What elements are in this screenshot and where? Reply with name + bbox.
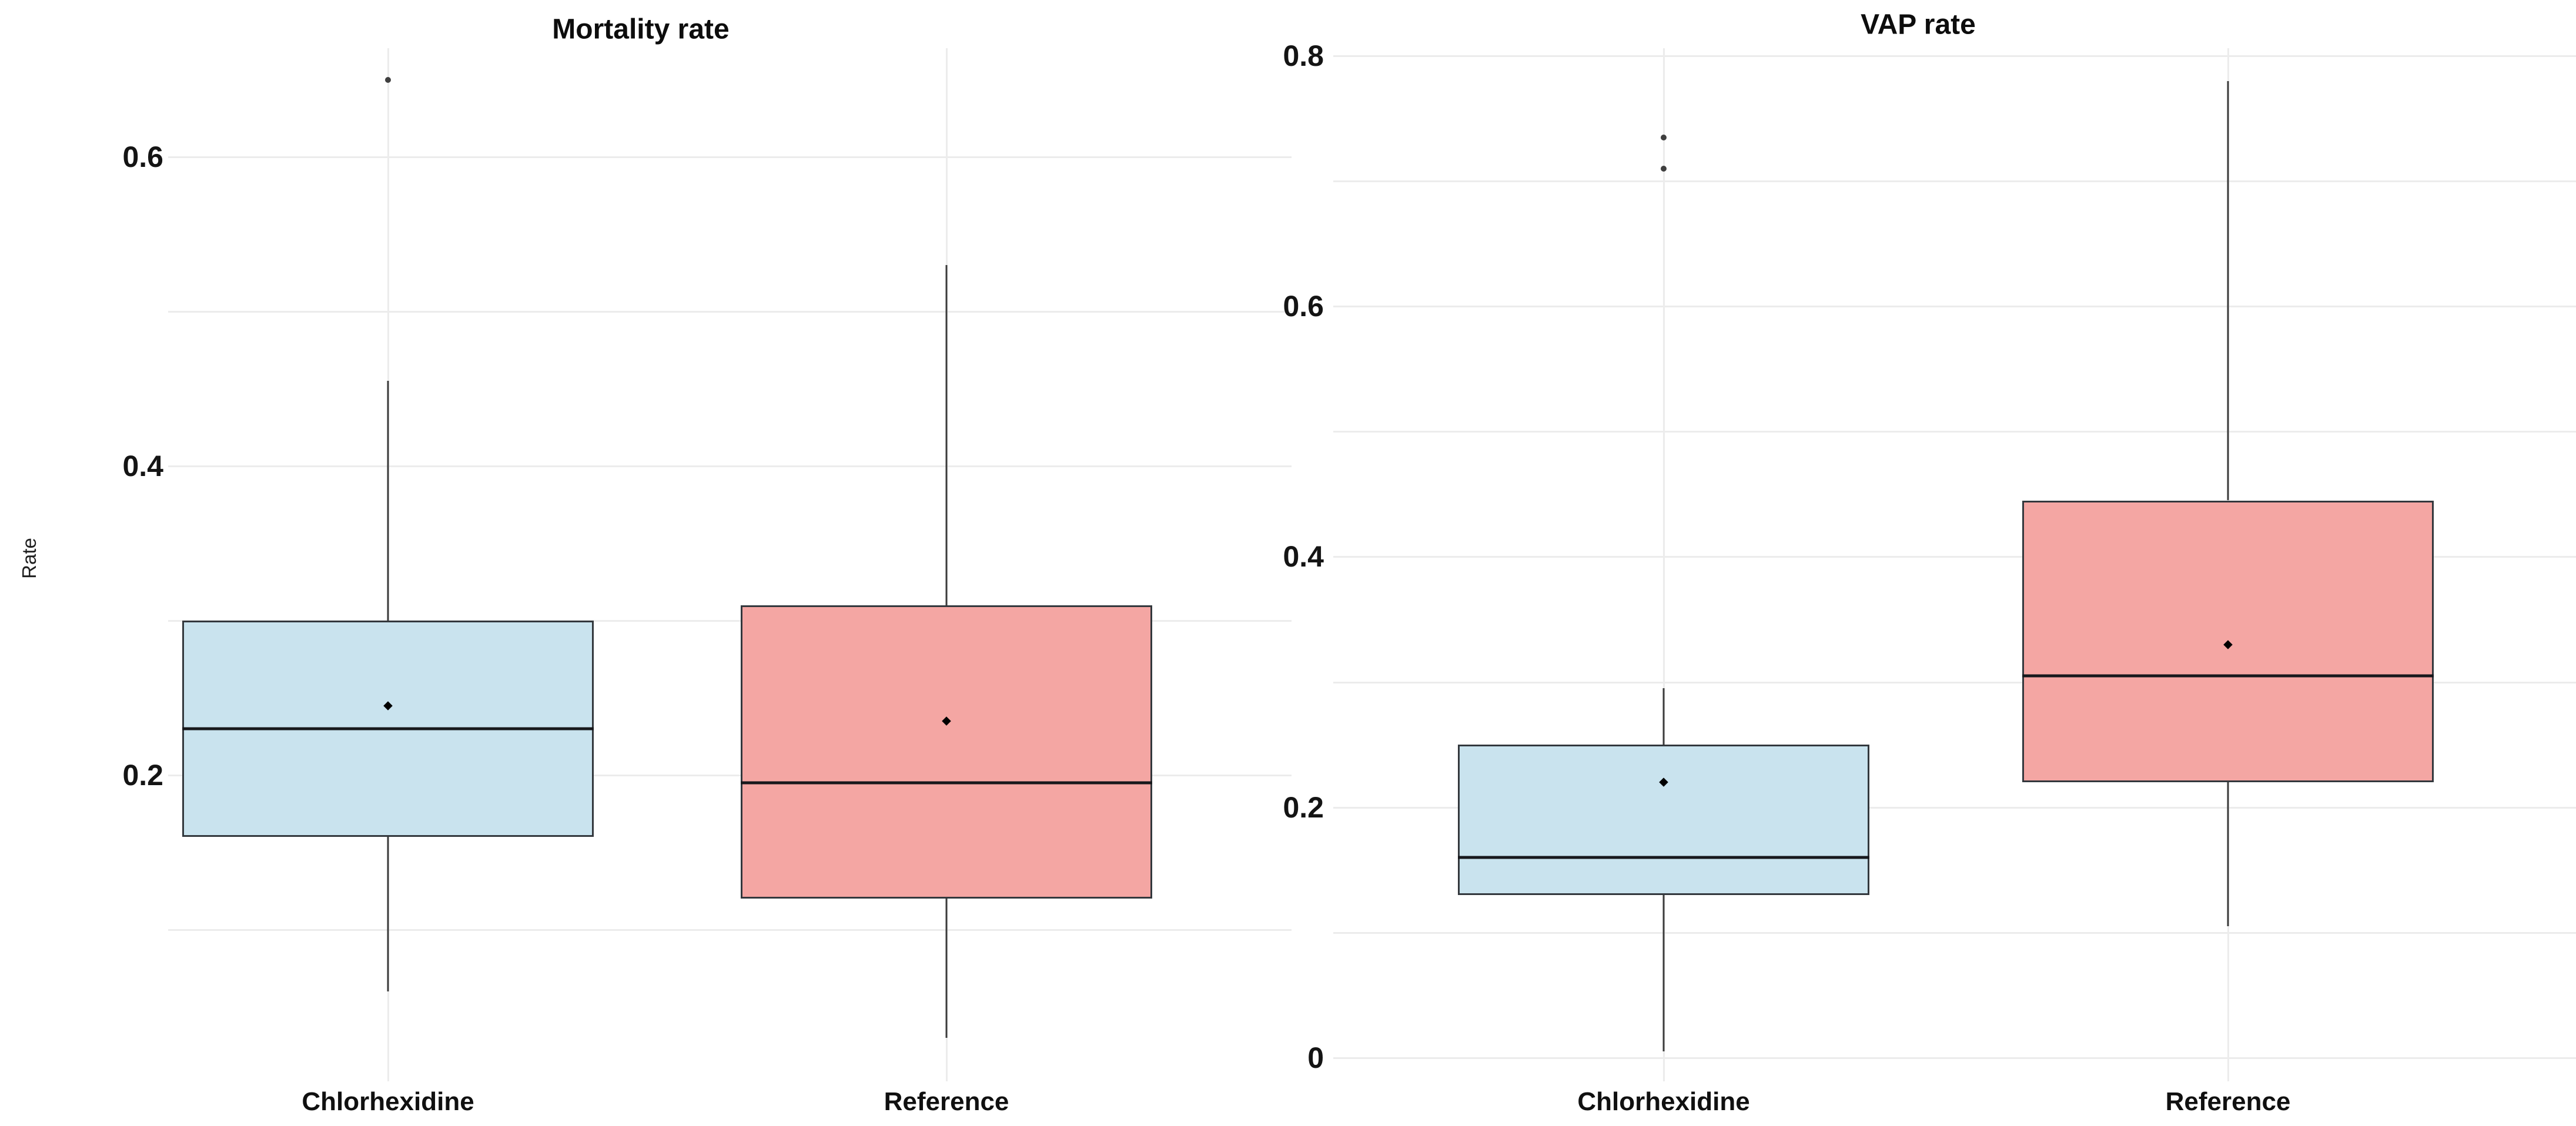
y-axis-title-rate: Rate: [18, 538, 40, 579]
upper-whisker-chlorhexidine: [1662, 688, 1665, 745]
v-gridline: [1663, 48, 1665, 1081]
h-gridline: [1333, 306, 2576, 308]
upper-whisker-chlorhexidine: [387, 381, 389, 621]
y-tick-label: 0.2: [1283, 790, 1324, 824]
x-axis-label-vap-chlorhexidine: Chlorhexidine: [1577, 1087, 1750, 1116]
x-axis-label-mortality-chlorhexidine: Chlorhexidine: [302, 1087, 474, 1116]
h-gridline: [1333, 431, 2576, 433]
h-gridline: [1333, 180, 2576, 183]
h-gridline: [168, 465, 1292, 467]
y-tick-label: 0.4: [1283, 540, 1324, 574]
panel-title-mortality: Mortality rate: [552, 14, 730, 45]
h-gridline: [1333, 681, 2576, 683]
h-gridline: [1333, 931, 2576, 934]
outlier-point-chlorhexidine: [1661, 134, 1667, 140]
lower-whisker-chlorhexidine: [1662, 894, 1665, 1052]
y-tick-label: 0.6: [122, 140, 163, 173]
h-gridline: [1333, 55, 2576, 57]
h-gridline: [1333, 556, 2576, 558]
h-gridline: [168, 156, 1292, 158]
y-tick-label: 0.6: [1283, 290, 1324, 323]
box-chlorhexidine: [1458, 745, 1869, 895]
lower-whisker-reference: [2227, 782, 2229, 927]
outlier-point-chlorhexidine: [1661, 165, 1667, 172]
y-tick-label: 0.2: [122, 759, 163, 792]
h-gridline: [168, 311, 1292, 313]
lower-whisker-chlorhexidine: [387, 837, 389, 992]
h-gridline: [1333, 1057, 2576, 1059]
median-line-reference: [2022, 674, 2434, 678]
outlier-point-chlorhexidine: [385, 76, 391, 83]
box-reference: [741, 605, 1152, 899]
y-tick-label: 0.8: [1283, 39, 1324, 72]
y-tick-label: 0.4: [122, 450, 163, 482]
median-line-chlorhexidine: [182, 727, 594, 730]
x-axis-label-vap-reference: Reference: [2165, 1087, 2291, 1116]
median-line-reference: [741, 781, 1152, 785]
h-gridline: [168, 620, 1292, 622]
h-gridline: [1333, 806, 2576, 809]
h-gridline: [168, 775, 1292, 776]
upper-whisker-reference: [945, 265, 948, 605]
upper-whisker-reference: [2227, 81, 2229, 501]
x-axis-label-mortality-reference: Reference: [884, 1087, 1009, 1116]
lower-whisker-reference: [945, 899, 948, 1038]
y-tick-label: 0: [1307, 1041, 1324, 1074]
median-line-chlorhexidine: [1458, 856, 1869, 859]
panel-title-vap: VAP rate: [1861, 9, 1976, 41]
h-gridline: [168, 929, 1292, 931]
